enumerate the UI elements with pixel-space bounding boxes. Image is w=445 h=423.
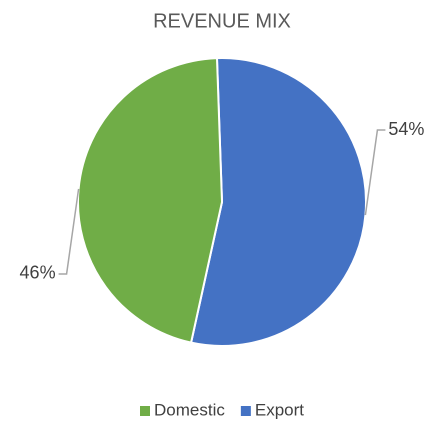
chart-title: REVENUE MIX [153, 10, 291, 32]
legend-label: Export [255, 400, 304, 419]
pie-slice [189, 57, 367, 347]
leader-line [58, 188, 80, 275]
data-label: 54% [388, 119, 424, 139]
data-label: 46% [20, 263, 56, 283]
legend-label: Domestic [154, 400, 225, 419]
legend-swatch [240, 406, 251, 416]
leader-line [364, 129, 386, 216]
legend-swatch [140, 406, 150, 416]
